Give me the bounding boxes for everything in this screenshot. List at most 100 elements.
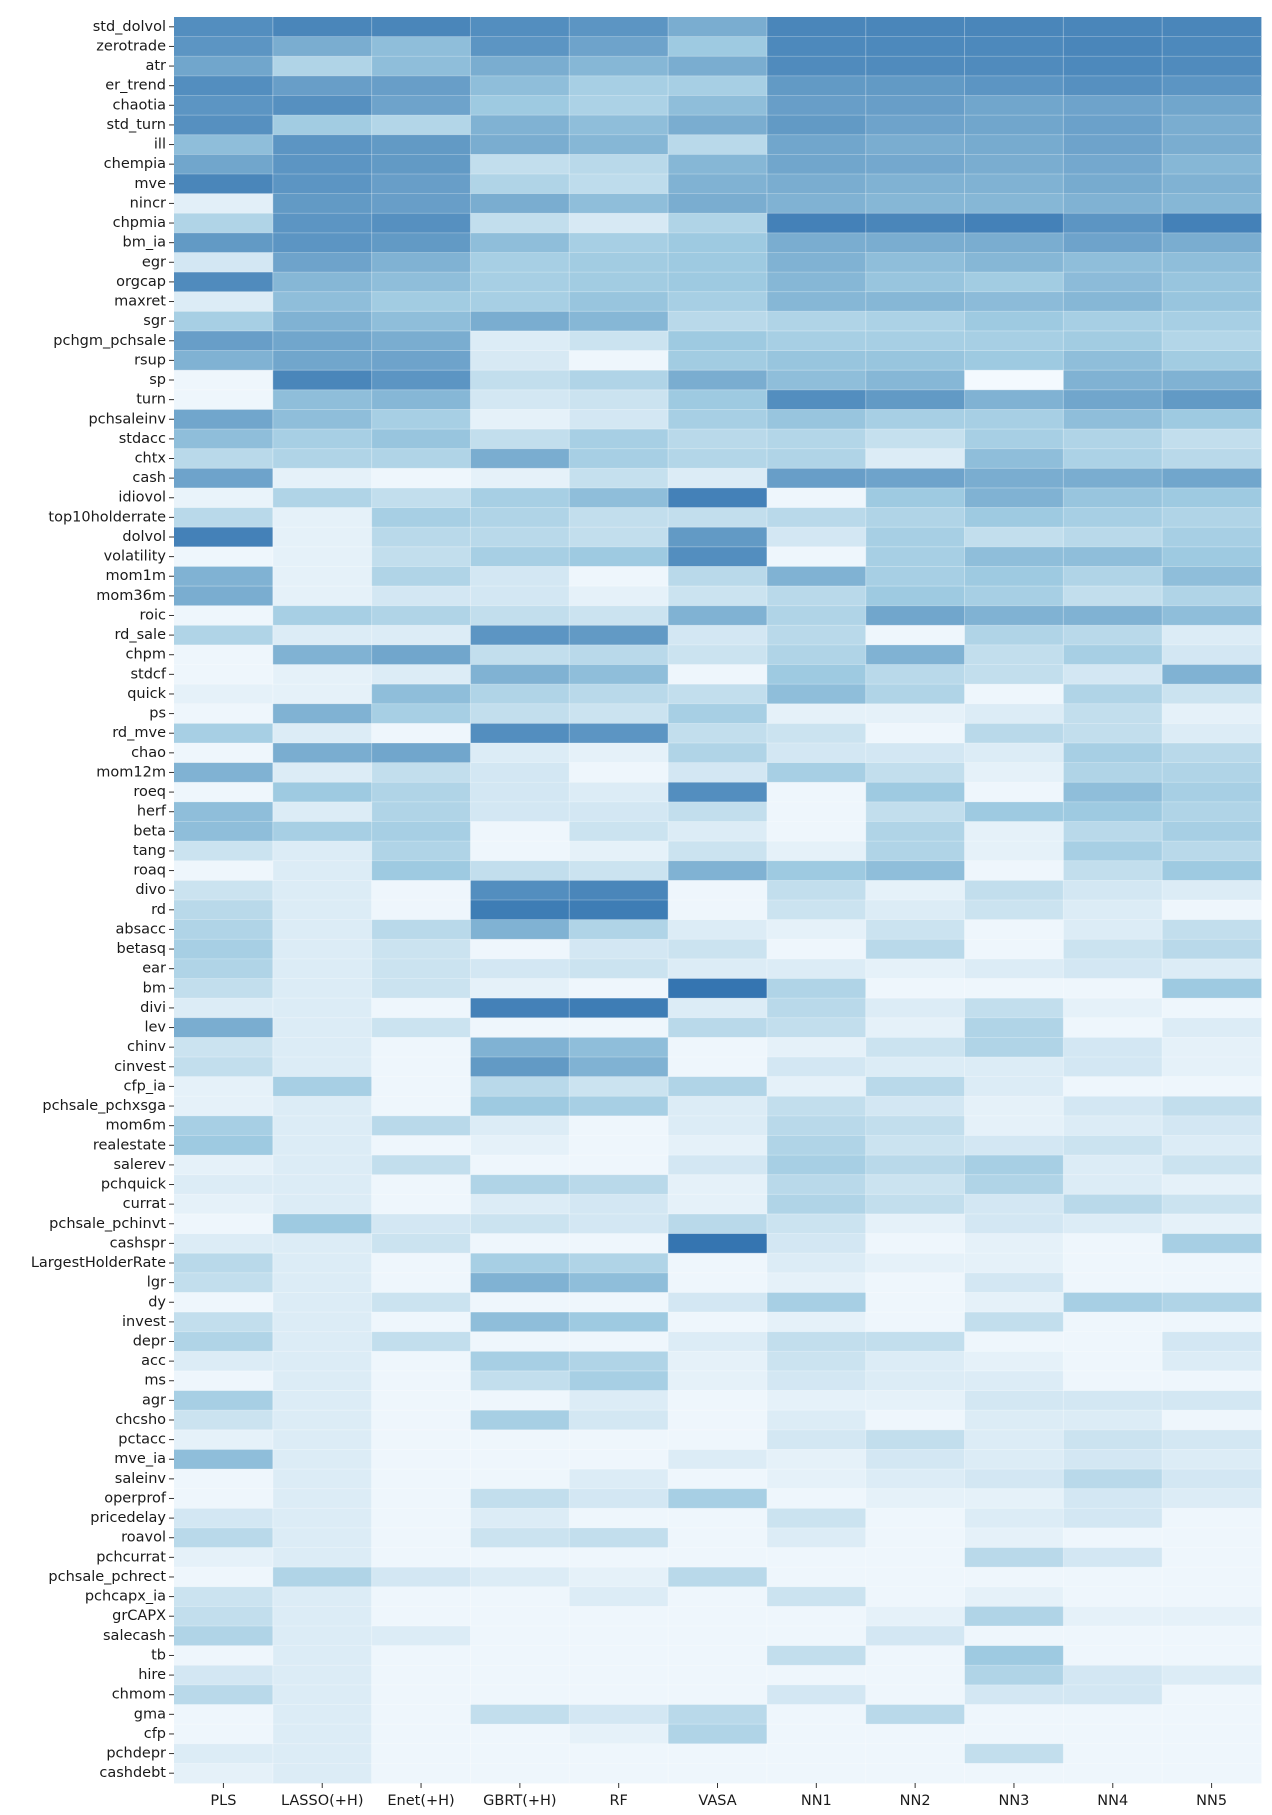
heatmap-cell xyxy=(272,1076,373,1097)
heatmap-cell xyxy=(1162,1390,1262,1411)
heatmap-cell xyxy=(668,1429,768,1450)
heatmap-cell xyxy=(272,291,373,312)
heatmap-cell xyxy=(371,1645,471,1666)
heatmap-cell xyxy=(668,900,768,921)
heatmap-cell xyxy=(174,468,274,489)
heatmap-cell xyxy=(371,1724,471,1745)
row-label: roic xyxy=(139,607,166,623)
heatmap-cell xyxy=(1162,782,1262,803)
heatmap-cell xyxy=(470,1253,570,1274)
row-label: betasq xyxy=(117,941,166,957)
heatmap-cell xyxy=(1063,860,1163,881)
heatmap-cell xyxy=(964,1115,1064,1136)
heatmap-cell xyxy=(865,939,965,960)
heatmap-cell xyxy=(569,900,669,921)
heatmap-cell xyxy=(1063,782,1163,803)
heatmap-cell xyxy=(964,134,1064,155)
heatmap-cell xyxy=(272,17,373,38)
heatmap-cell xyxy=(470,586,570,607)
heatmap-cell xyxy=(865,644,965,665)
heatmap-cell xyxy=(1063,36,1163,57)
heatmap-cell xyxy=(865,115,965,136)
row-label: ms xyxy=(144,1373,166,1389)
heatmap-cell xyxy=(668,1370,768,1391)
heatmap-cell xyxy=(569,1370,669,1391)
heatmap-cell xyxy=(964,1743,1064,1764)
heatmap-cell xyxy=(470,1272,570,1293)
heatmap-cell xyxy=(964,644,1064,665)
heatmap-cell xyxy=(964,743,1064,764)
heatmap-cell xyxy=(668,1508,768,1529)
heatmap-cell xyxy=(470,919,570,940)
heatmap-cell xyxy=(1162,252,1262,273)
heatmap-cell xyxy=(272,723,373,744)
heatmap-cell xyxy=(668,134,768,155)
heatmap-cell xyxy=(1063,1312,1163,1333)
heatmap-cell xyxy=(569,939,669,960)
heatmap-cell xyxy=(174,1174,274,1195)
heatmap-cell xyxy=(371,252,471,273)
heatmap-cell xyxy=(964,409,1064,430)
heatmap-cell xyxy=(668,56,768,77)
heatmap-cell xyxy=(371,1076,471,1097)
heatmap-cell xyxy=(470,487,570,508)
heatmap-cell xyxy=(668,586,768,607)
heatmap-cell xyxy=(1063,95,1163,116)
heatmap-cell xyxy=(668,173,768,194)
heatmap-cell xyxy=(1063,1115,1163,1136)
heatmap-cell xyxy=(470,1586,570,1607)
heatmap-cell xyxy=(766,193,867,214)
row-label: zerotrade xyxy=(96,38,166,54)
heatmap-cell xyxy=(371,723,471,744)
heatmap-cell xyxy=(470,900,570,921)
heatmap-cell xyxy=(470,880,570,901)
heatmap-cell xyxy=(371,330,471,351)
heatmap-cell xyxy=(371,468,471,489)
heatmap-cell xyxy=(668,487,768,508)
row-label: chaotia xyxy=(112,97,166,113)
heatmap-cell xyxy=(1063,566,1163,587)
heatmap-cell xyxy=(470,939,570,960)
heatmap-cell xyxy=(865,1155,965,1176)
heatmap-cell xyxy=(964,900,1064,921)
heatmap-cell xyxy=(371,1174,471,1195)
heatmap-cell xyxy=(1162,1469,1262,1490)
heatmap-cell xyxy=(766,1213,867,1234)
row-label: salerev xyxy=(113,1157,166,1173)
heatmap-cell xyxy=(766,1449,867,1470)
heatmap-cell xyxy=(569,1743,669,1764)
heatmap-cell xyxy=(1063,1135,1163,1156)
heatmap-cell xyxy=(766,841,867,862)
heatmap-cell xyxy=(964,173,1064,194)
heatmap-cell xyxy=(964,841,1064,862)
heatmap-cell xyxy=(865,1410,965,1431)
heatmap-cell xyxy=(964,1684,1064,1705)
heatmap-cell xyxy=(766,1253,867,1274)
heatmap-cell xyxy=(272,1233,373,1254)
heatmap-cell xyxy=(865,703,965,724)
heatmap-cell xyxy=(569,154,669,175)
heatmap-cell xyxy=(964,1606,1064,1627)
heatmap-cell xyxy=(470,664,570,685)
heatmap-cell xyxy=(1063,429,1163,450)
heatmap-cell xyxy=(668,252,768,273)
row-label: quick xyxy=(127,686,166,702)
heatmap-cell xyxy=(1063,684,1163,705)
heatmap-cell xyxy=(272,625,373,646)
heatmap-cell xyxy=(371,1586,471,1607)
heatmap-cell xyxy=(1162,821,1262,842)
heatmap-cell xyxy=(174,1606,274,1627)
heatmap-cell xyxy=(964,213,1064,234)
heatmap-cell xyxy=(865,291,965,312)
heatmap-cell xyxy=(1162,664,1262,685)
heatmap-cell xyxy=(174,115,274,136)
heatmap-cell xyxy=(964,350,1064,371)
heatmap-cell xyxy=(174,978,274,999)
row-label: stdcf xyxy=(130,666,166,682)
row-label: rd xyxy=(151,902,166,918)
heatmap-cell xyxy=(766,1488,867,1509)
heatmap-cell xyxy=(964,429,1064,450)
heatmap-cell xyxy=(174,1292,274,1313)
heatmap-cell xyxy=(272,605,373,626)
row-label: sgr xyxy=(143,313,166,329)
